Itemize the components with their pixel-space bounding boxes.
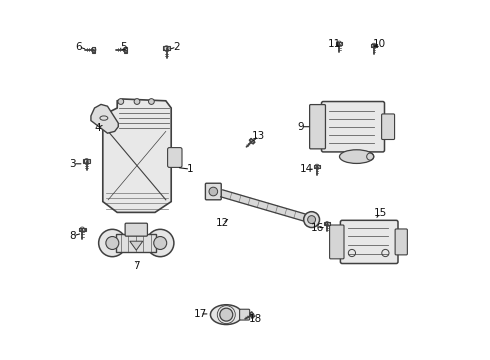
Text: 6: 6 bbox=[75, 42, 82, 52]
Polygon shape bbox=[249, 312, 255, 318]
Circle shape bbox=[134, 99, 140, 104]
Text: 5: 5 bbox=[120, 42, 126, 52]
Polygon shape bbox=[91, 104, 118, 133]
Circle shape bbox=[106, 237, 119, 249]
Circle shape bbox=[209, 187, 218, 196]
FancyBboxPatch shape bbox=[205, 183, 221, 200]
Text: 13: 13 bbox=[252, 131, 265, 141]
FancyBboxPatch shape bbox=[395, 229, 407, 255]
Text: 2: 2 bbox=[173, 42, 180, 52]
FancyBboxPatch shape bbox=[341, 220, 398, 264]
Polygon shape bbox=[130, 241, 143, 250]
Text: 16: 16 bbox=[310, 222, 323, 233]
Text: 4: 4 bbox=[94, 123, 101, 133]
Polygon shape bbox=[249, 138, 255, 144]
Polygon shape bbox=[371, 44, 377, 47]
Polygon shape bbox=[314, 165, 320, 168]
Polygon shape bbox=[79, 228, 86, 231]
Circle shape bbox=[148, 99, 154, 104]
Text: 3: 3 bbox=[70, 159, 76, 169]
Text: 10: 10 bbox=[372, 39, 386, 49]
Polygon shape bbox=[324, 222, 330, 225]
Text: 14: 14 bbox=[300, 164, 314, 174]
FancyBboxPatch shape bbox=[125, 223, 147, 236]
Text: 11: 11 bbox=[328, 39, 341, 49]
Polygon shape bbox=[92, 47, 96, 53]
Polygon shape bbox=[83, 159, 90, 163]
Text: 15: 15 bbox=[373, 208, 387, 218]
FancyBboxPatch shape bbox=[330, 225, 344, 259]
Polygon shape bbox=[336, 42, 343, 45]
FancyBboxPatch shape bbox=[382, 114, 394, 140]
Circle shape bbox=[220, 308, 233, 321]
Circle shape bbox=[154, 237, 167, 249]
Text: 1: 1 bbox=[187, 164, 194, 174]
FancyBboxPatch shape bbox=[310, 105, 325, 149]
FancyBboxPatch shape bbox=[321, 102, 385, 152]
Text: 18: 18 bbox=[249, 314, 263, 324]
Text: 7: 7 bbox=[133, 261, 140, 271]
Text: 8: 8 bbox=[70, 231, 76, 241]
Circle shape bbox=[98, 229, 126, 257]
Text: 12: 12 bbox=[216, 218, 229, 228]
Ellipse shape bbox=[340, 150, 374, 163]
Circle shape bbox=[147, 229, 174, 257]
Circle shape bbox=[118, 99, 123, 104]
Polygon shape bbox=[123, 47, 126, 53]
Text: 9: 9 bbox=[297, 122, 304, 132]
Circle shape bbox=[308, 216, 316, 224]
FancyBboxPatch shape bbox=[116, 234, 156, 252]
Polygon shape bbox=[220, 190, 305, 221]
Polygon shape bbox=[163, 46, 170, 50]
FancyBboxPatch shape bbox=[168, 148, 182, 167]
Ellipse shape bbox=[210, 305, 242, 325]
Text: 17: 17 bbox=[194, 309, 207, 319]
FancyBboxPatch shape bbox=[240, 309, 250, 320]
Polygon shape bbox=[103, 99, 171, 212]
Circle shape bbox=[304, 212, 319, 228]
